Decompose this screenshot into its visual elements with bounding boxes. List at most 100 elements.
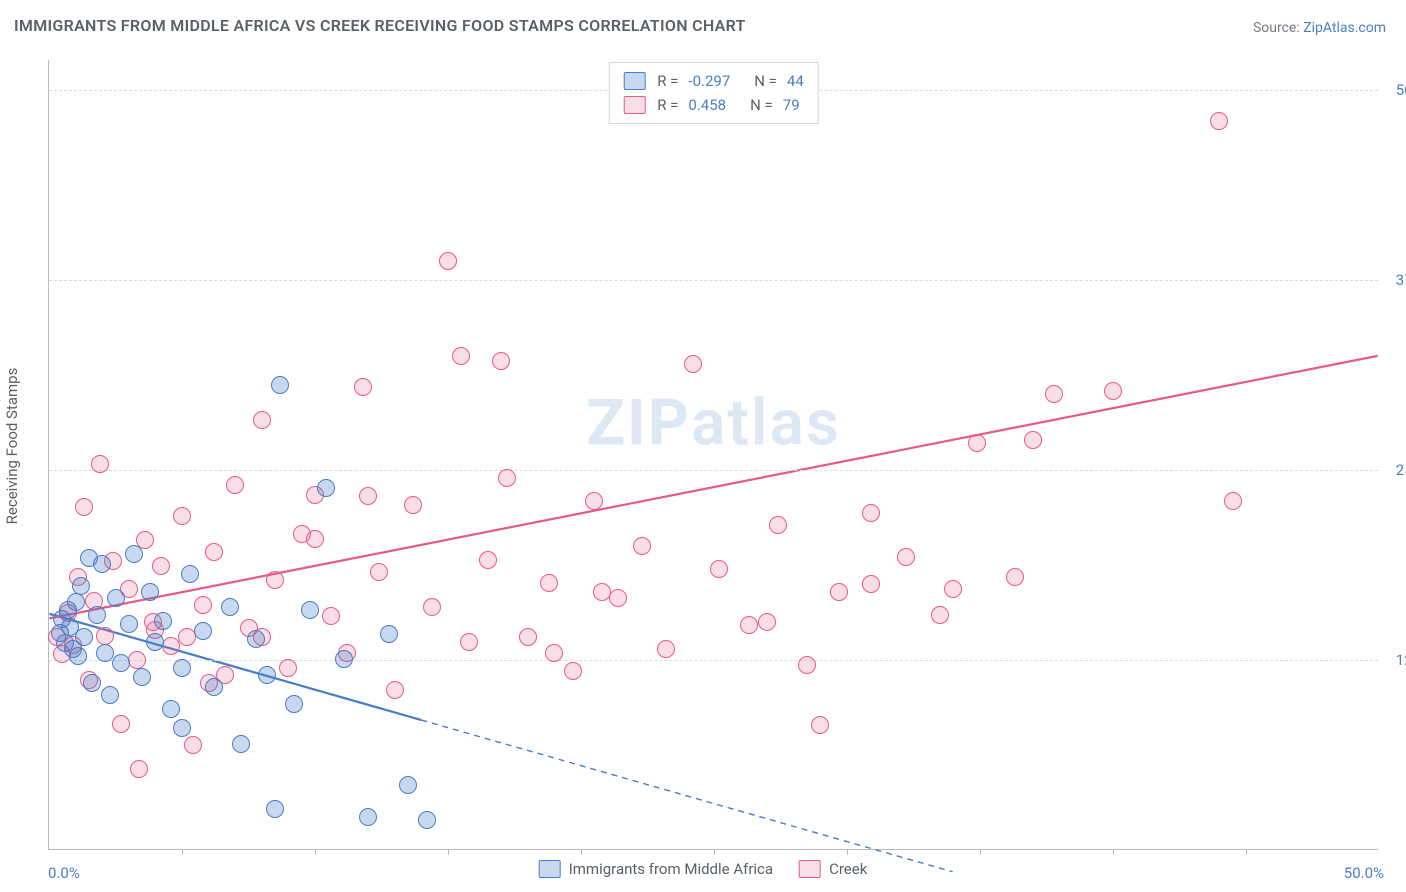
point-series-b [1024,431,1042,449]
trend-line [49,356,1377,618]
point-series-b [306,530,324,548]
trend-lines-layer [49,60,1378,849]
point-series-a [266,800,284,818]
point-series-b [205,543,223,561]
point-series-b [657,640,675,658]
point-series-a [146,633,164,651]
point-series-b [862,575,880,593]
point-series-b [162,637,180,655]
x-tick [980,849,981,855]
point-series-b [439,252,457,270]
point-series-a [317,479,335,497]
point-series-a [258,666,276,684]
point-series-b [492,352,510,370]
point-series-b [452,347,470,365]
point-series-b [279,659,297,677]
gridline-h [49,280,1378,281]
point-series-a [88,606,106,624]
x-tick [581,849,582,855]
point-series-b [830,583,848,601]
point-series-a [181,565,199,583]
x-tick [182,849,183,855]
point-series-a [72,577,90,595]
r-value-b: 0.458 [688,93,726,117]
point-series-a [418,811,436,829]
swatch-series-a [623,72,645,90]
point-series-a [67,593,85,611]
y-tick-label: 50.0% [1396,81,1406,99]
n-value-a: 44 [787,69,804,93]
point-series-b [519,628,537,646]
point-series-b [91,455,109,473]
point-series-a [380,625,398,643]
x-tick [315,849,316,855]
point-series-a [173,719,191,737]
point-series-b [96,627,114,645]
legend-row-a: R = -0.297 N = 44 [623,69,804,93]
legend-row-b: R = 0.458 N = 79 [623,93,804,117]
point-series-a [133,668,151,686]
point-series-b [253,411,271,429]
point-series-b [1210,112,1228,130]
point-series-b [593,583,611,601]
point-series-a [69,647,87,665]
point-series-b [130,760,148,778]
gridline-h [49,660,1378,661]
r-label: R = [657,69,678,93]
point-series-b [1045,385,1063,403]
point-series-a [154,612,172,630]
n-value-b: 79 [783,93,800,117]
point-series-b [354,378,372,396]
point-series-a [301,601,319,619]
point-series-a [232,735,250,753]
point-series-b [897,548,915,566]
point-series-a [335,650,353,668]
point-series-b [1006,568,1024,586]
point-series-b [128,651,146,669]
point-series-b [540,574,558,592]
point-series-a [125,545,143,563]
x-tick [714,849,715,855]
point-series-b [968,434,986,452]
chart-title: IMMIGRANTS FROM MIDDLE AFRICA VS CREEK R… [14,16,746,35]
point-series-b [194,596,212,614]
y-axis-label: Receiving Food Stamps [3,368,21,525]
point-series-b [944,580,962,598]
n-label: N = [750,93,773,117]
point-series-b [740,616,758,634]
source-attribution: Source: ZipAtlas.com [1253,20,1386,36]
point-series-b [266,571,284,589]
point-series-b [798,656,816,674]
point-series-b [1224,492,1242,510]
point-series-b [359,487,377,505]
point-series-b [152,557,170,575]
point-series-b [769,516,787,534]
x-tick [1113,849,1114,855]
point-series-b [370,563,388,581]
point-series-a [107,589,125,607]
y-tick-label: 25.0% [1396,461,1406,479]
point-series-a [285,695,303,713]
point-series-b [423,598,441,616]
point-series-b [609,589,627,607]
r-value-a: -0.297 [688,69,730,93]
point-series-a [141,583,159,601]
x-tick [847,849,848,855]
source-label: Source: [1253,20,1300,36]
point-series-b [498,469,516,487]
x-tick [1246,849,1247,855]
point-series-a [173,659,191,677]
point-series-b [585,492,603,510]
legend-item-a: Immigrants from Middle Africa [539,860,773,878]
point-series-b [811,716,829,734]
point-series-a [162,700,180,718]
point-series-b [75,498,93,516]
point-series-b [633,537,651,555]
source-link[interactable]: ZipAtlas.com [1303,20,1386,36]
x-axis-min-label: 0.0% [48,864,80,882]
point-series-b [386,681,404,699]
point-series-b [862,504,880,522]
point-series-b [460,633,478,651]
point-series-b [226,476,244,494]
point-series-a [271,376,289,394]
